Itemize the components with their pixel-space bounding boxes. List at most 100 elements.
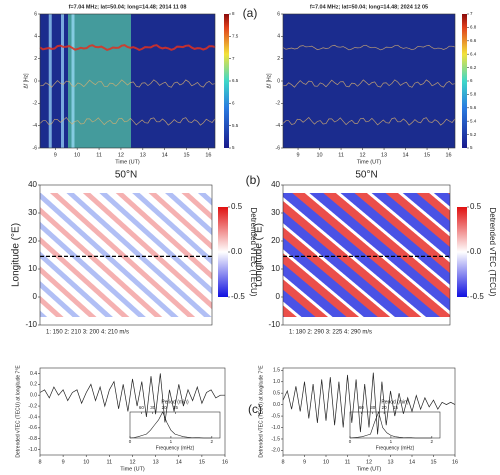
y-tick-label: -4: [33, 123, 38, 129]
x-tick-label: 12: [129, 459, 135, 465]
y-tick-label: -1.0: [28, 447, 37, 453]
y-tick-label: 2: [277, 56, 280, 62]
colorbar: [457, 207, 467, 297]
colorbar-tick-label: 6.8: [470, 25, 477, 30]
colorbar-tick-label: 5: [470, 145, 473, 150]
speeds: 1: 150 2: 210 3: 200 4: 210 m/s: [46, 330, 129, 336]
panel-label: (c): [248, 402, 262, 416]
x-tick-label: 10: [83, 459, 89, 465]
x-tick-label: 13: [140, 152, 146, 158]
inset-period-label: 60: [139, 405, 145, 410]
x-tick-label: 9: [297, 152, 300, 158]
x-tick-label: 11: [338, 152, 344, 158]
tec-map: [40, 193, 212, 317]
y-tick-label: 20: [28, 236, 37, 245]
colorbar-tick-label: 6.5: [232, 78, 239, 83]
y-tick-label: 4: [34, 34, 37, 40]
y-tick-label: 0: [277, 78, 280, 84]
x-tick-label: 9: [54, 152, 57, 158]
spectrum: [349, 411, 432, 439]
x-tick-label: 15: [424, 152, 430, 158]
colorbar-tick-label: 5.4: [470, 118, 477, 123]
y-tick-label: 40: [271, 180, 280, 189]
colorbar-tick-label: 0.5: [231, 202, 243, 211]
colorbar-tick-label: 6.2: [470, 65, 477, 70]
vtec-line: [39, 373, 225, 423]
x-tick-label: 12: [118, 152, 124, 158]
colorbar-tick-label: 0.5: [470, 202, 482, 211]
y-tick-label: -4: [276, 123, 281, 129]
y-axis-title: Longitude (°E): [11, 223, 22, 287]
y-tick-label: 40: [28, 180, 37, 189]
y-tick-label: 6: [34, 11, 37, 17]
x-axis-title: Time (UT): [357, 159, 382, 165]
x-tick-label: 16: [445, 152, 451, 158]
inset-bottom-label: Frequency (mHz): [156, 445, 195, 451]
colorbar: [218, 207, 228, 297]
inset-bottom-label: Frequency (mHz): [376, 445, 415, 451]
inset-tick-label: 1: [390, 439, 393, 444]
y-tick-label: -6: [33, 145, 38, 151]
tec-map: [283, 193, 450, 317]
y-tick-label: -0.2: [28, 403, 37, 409]
y-tick-label: -0.4: [28, 414, 37, 420]
colorbar-tick-label: 6: [470, 78, 473, 83]
y-tick-label: -1.5: [271, 436, 280, 442]
y-tick-label: 6: [277, 11, 280, 17]
x-tick-label: 8: [281, 459, 284, 465]
x-tick-label: 14: [176, 459, 182, 465]
echo-trace: [282, 79, 456, 88]
x-axis-title: Time (UT): [357, 466, 382, 472]
y-tick-label: -0.8: [28, 436, 37, 442]
x-tick-label: 16: [222, 459, 228, 465]
x-tick-label: 10: [316, 152, 322, 158]
inset-period-label: 30: [150, 405, 156, 410]
y-axis-title: Δf [Hz]: [266, 73, 272, 89]
map-title: 50°N: [115, 170, 137, 181]
x-tick-label: 11: [345, 459, 351, 465]
colorbar-tick-label: 6.4: [470, 51, 477, 56]
colorbar-tick-label: -0.5: [231, 292, 245, 301]
speeds: 1: 180 2: 290 3: 225 4: 290 m/s: [289, 330, 372, 336]
colorbar-tick-label: 5: [232, 145, 235, 150]
y-tick-label: -2: [276, 101, 281, 107]
y-tick-label: 0.0: [273, 402, 280, 408]
x-tick-label: 14: [162, 152, 168, 158]
panel-label: (b): [246, 173, 261, 187]
x-tick-label: 10: [323, 459, 329, 465]
map-title: 50°N: [355, 170, 377, 181]
x-tick-label: 13: [153, 459, 159, 465]
colorbar-title: Detrended vTEC (TECU): [249, 208, 258, 297]
inset-top-label: Period (min): [381, 399, 409, 405]
y-axis-title: Longitude (°E): [254, 223, 265, 287]
inset-period-label: 20: [382, 405, 388, 410]
spectrogram-title: f=7.04 MHz; lat=50.04; long=14.48; 2024 …: [310, 4, 428, 10]
y-tick-label: -1.0: [271, 425, 280, 431]
echo-trace: [39, 44, 216, 51]
y-tick-label: 2: [34, 56, 37, 62]
x-tick-label: 13: [387, 459, 393, 465]
noise-stripe: [61, 14, 64, 148]
y-tick-label: 1.0: [273, 379, 280, 385]
colorbar: [462, 14, 467, 148]
y-tick-label: 20: [271, 236, 280, 245]
y-axis-title: Δf [Hz]: [23, 73, 29, 89]
y-tick-label: -0.6: [28, 425, 37, 431]
spectrogram-background: [283, 14, 455, 148]
echo-trace: [282, 116, 456, 126]
panel-label: (a): [243, 6, 258, 20]
colorbar-tick-label: 5.6: [470, 105, 477, 110]
y-tick-label: 4: [277, 34, 280, 40]
colorbar: [224, 14, 229, 148]
x-tick-label: 11: [96, 152, 102, 158]
colorbar-title: Detrended vTEC (TECU): [488, 208, 497, 297]
plot-frame: [39, 184, 213, 326]
inset-period-label: 30: [370, 405, 376, 410]
x-tick-label: 12: [366, 459, 372, 465]
x-tick-label: 10: [74, 152, 80, 158]
x-tick-label: 8: [38, 459, 41, 465]
plot-frame: [282, 367, 456, 456]
y-tick-label: 30: [28, 208, 37, 217]
inset-tick-label: 0: [129, 439, 132, 444]
y-tick-label: 30: [271, 208, 280, 217]
